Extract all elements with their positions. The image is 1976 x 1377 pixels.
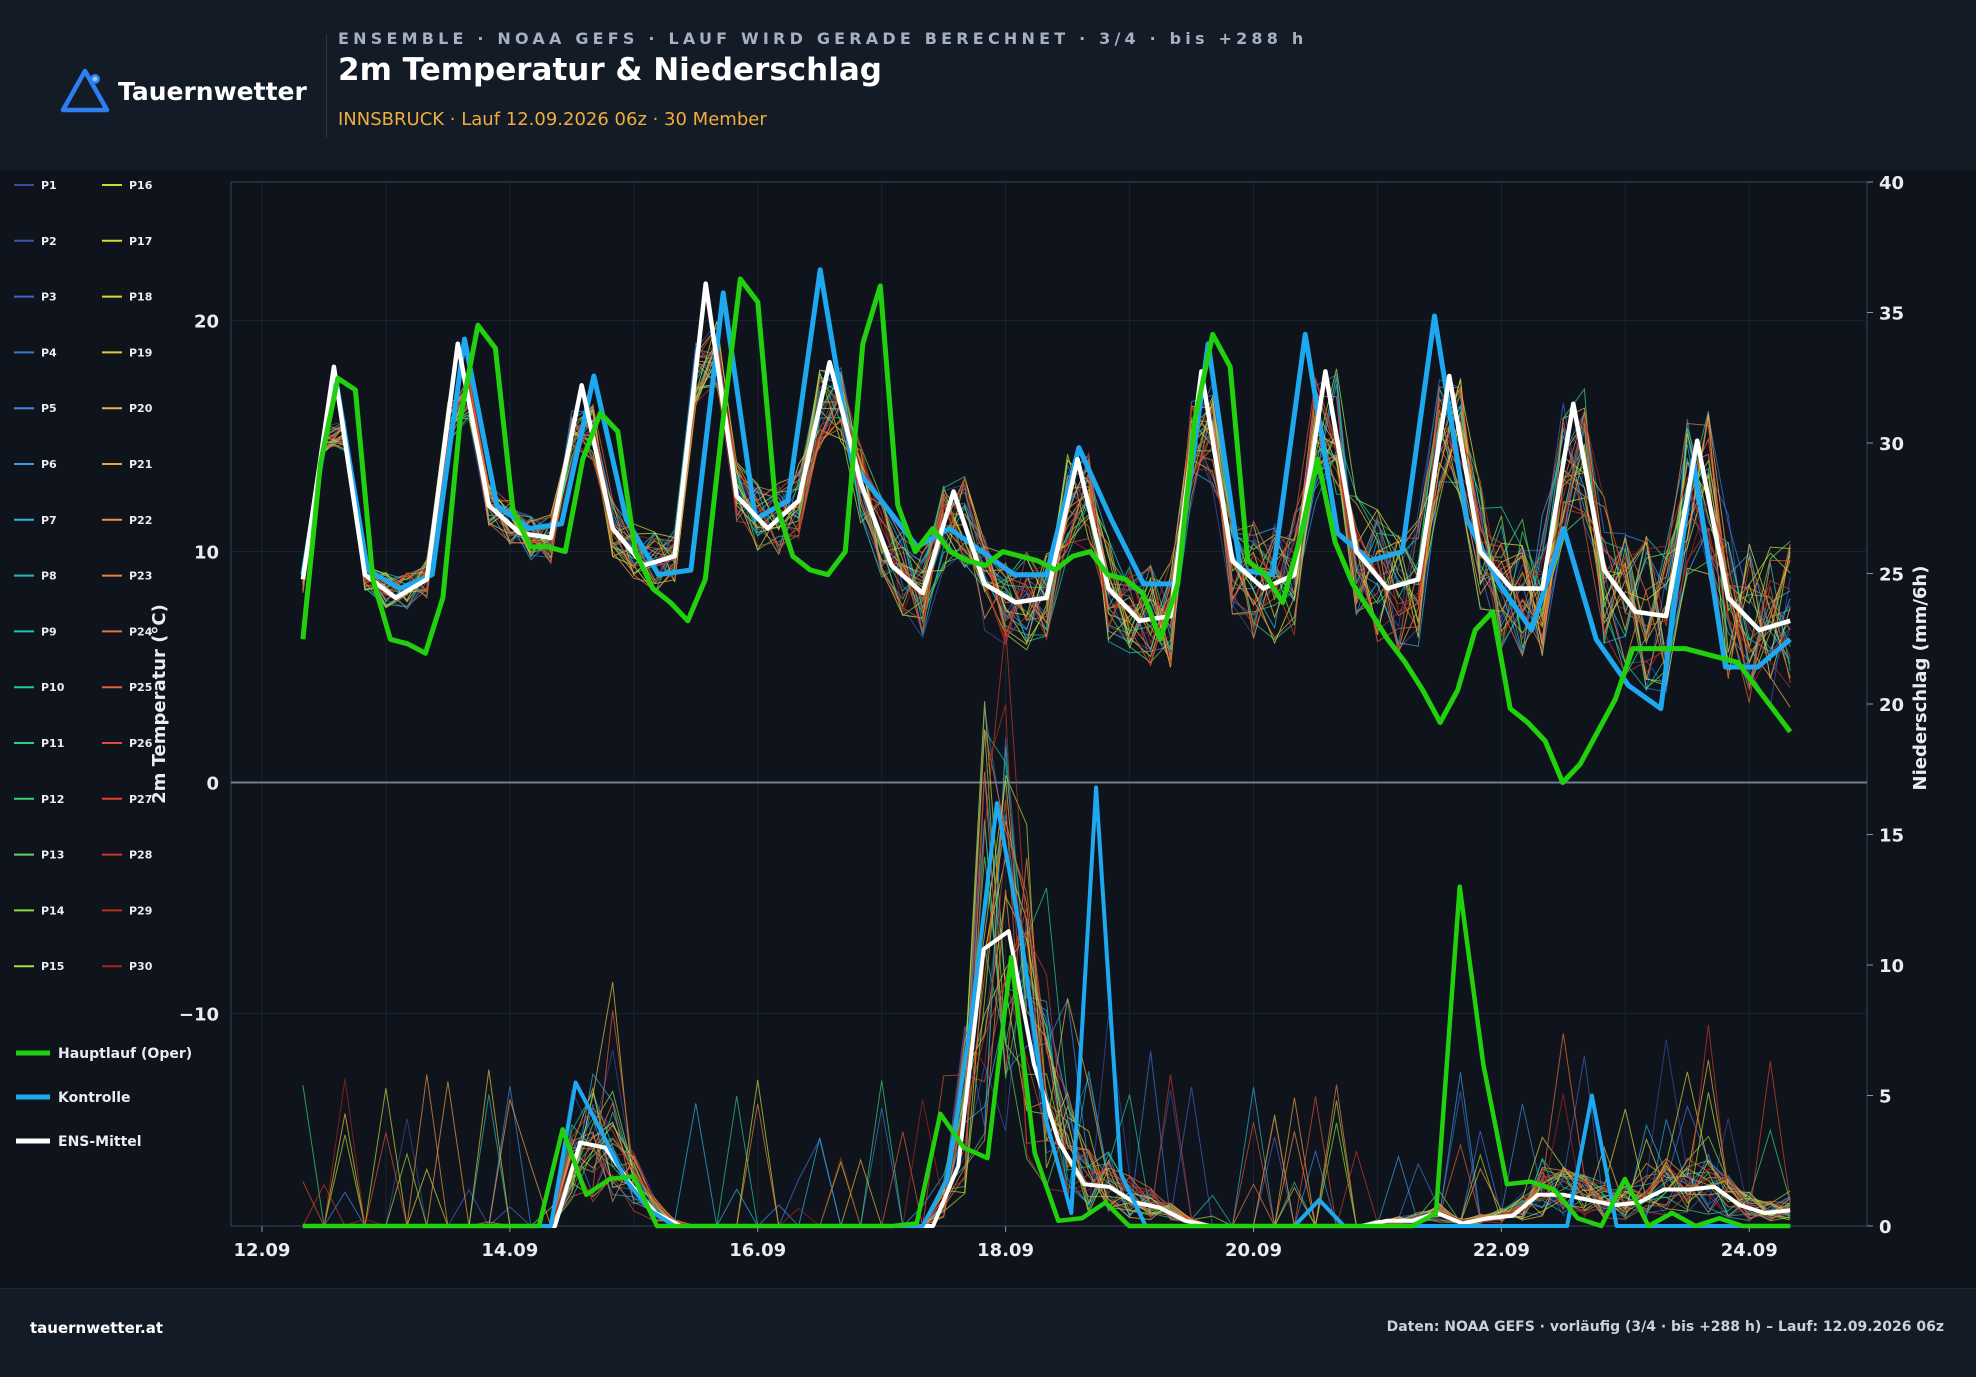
legend-mean-label[interactable]: ENS-Mittel — [58, 1134, 142, 1150]
legend-label-P16[interactable]: P16 — [129, 179, 153, 192]
right-tick-label: 25 — [1879, 565, 1904, 586]
oper-temp-line — [300, 276, 1793, 785]
member-temp-line-P24 — [302, 363, 1791, 673]
x-tick-label: 20.09 — [1225, 1240, 1282, 1261]
footer-source: Daten: NOAA GEFS · vorläufig (3/4 · bis … — [1386, 1319, 1944, 1335]
right-tick-label: 15 — [1879, 826, 1904, 847]
legend-label-P22[interactable]: P22 — [129, 514, 152, 527]
legend-label-P5[interactable]: P5 — [41, 402, 57, 415]
legend-label-P1[interactable]: P1 — [41, 179, 57, 192]
legend-label-P13[interactable]: P13 — [41, 849, 64, 862]
legend-label-P21[interactable]: P21 — [129, 458, 152, 471]
legend-label-P17[interactable]: P17 — [129, 235, 152, 248]
left-tick-label: 20 — [194, 312, 219, 333]
left-tick-label: 10 — [194, 543, 219, 564]
right-tick-label: 20 — [1879, 695, 1904, 716]
x-tick-label: 12.09 — [234, 1240, 291, 1261]
mean-temp-line — [300, 281, 1791, 633]
x-tick-label: 14.09 — [481, 1240, 538, 1261]
left-axis-title: 2m Temperatur (°C) — [149, 604, 170, 804]
x-tick-label: 16.09 — [729, 1240, 786, 1261]
right-axis-title: Niederschlag (mm/6h) — [1910, 566, 1931, 791]
legend-label-P14[interactable]: P14 — [41, 904, 65, 917]
brand-logo[interactable]: Tauernwetter — [60, 66, 307, 116]
right-tick-label: 35 — [1879, 304, 1904, 325]
run-status-kicker: ENSEMBLE · NOAA GEFS · LAUF WIRD GERADE … — [338, 29, 1308, 48]
ensemble-chart: 12.09 14.09 16.09 18.09 20.09 22.09 24.09 20 10 0… — [14, 173, 1931, 1261]
legend-control-label[interactable]: Kontrolle — [58, 1090, 131, 1106]
legend-label-P27[interactable]: P27 — [129, 793, 152, 806]
control-precip-line — [302, 785, 1791, 1228]
legend-label-P19[interactable]: P19 — [129, 346, 152, 359]
legend-label-P23[interactable]: P23 — [129, 570, 152, 583]
left-tick-label: 0 — [206, 774, 219, 795]
legend-label-P6[interactable]: P6 — [41, 458, 57, 471]
x-tick-label: 18.09 — [977, 1240, 1034, 1261]
legend-label-P2[interactable]: P2 — [41, 235, 57, 248]
legend-label-P18[interactable]: P18 — [129, 291, 152, 304]
right-tick-label: 40 — [1879, 173, 1904, 194]
legend-label-P4[interactable]: P4 — [41, 346, 57, 359]
member-temp-line-P19 — [302, 349, 1791, 679]
legend-label-P8[interactable]: P8 — [41, 570, 57, 583]
legend-label-P28[interactable]: P28 — [129, 849, 152, 862]
footer-site[interactable]: tauernwetter.at — [30, 1319, 164, 1337]
location-run-subtitle: INNSBRUCK · Lauf 12.09.2026 06z · 30 Mem… — [338, 109, 767, 130]
legend-label-P12[interactable]: P12 — [41, 793, 64, 806]
right-tick-label: 5 — [1879, 1087, 1892, 1108]
legend-label-P9[interactable]: P9 — [41, 625, 57, 638]
right-tick-label: 10 — [1879, 956, 1904, 977]
legend-label-P3[interactable]: P3 — [41, 291, 57, 304]
oper-precip-line — [302, 884, 1791, 1229]
legend-label-P30[interactable]: P30 — [129, 960, 153, 973]
legend-label-P7[interactable]: P7 — [41, 514, 57, 527]
legend-label-P11[interactable]: P11 — [41, 737, 64, 750]
left-tick-label: −10 — [179, 1005, 219, 1026]
legend-label-P26[interactable]: P26 — [129, 737, 153, 750]
legend-label-P20[interactable]: P20 — [129, 402, 153, 415]
x-tick-label: 22.09 — [1473, 1240, 1530, 1261]
right-tick-label: 0 — [1879, 1217, 1892, 1238]
legend-label-P15[interactable]: P15 — [41, 960, 64, 973]
header-divider — [326, 34, 327, 138]
footer: tauernwetter.at Daten: NOAA GEFS · vorlä… — [0, 1288, 1976, 1377]
x-tick-label: 24.09 — [1721, 1240, 1778, 1261]
legend-label-P10[interactable]: P10 — [41, 681, 65, 694]
legend-label-P24[interactable]: P24 — [129, 625, 153, 638]
page-title: 2m Temperatur & Niederschlag — [338, 52, 882, 88]
control-temp-line — [300, 267, 1792, 712]
right-tick-label: 30 — [1879, 434, 1904, 455]
legend-label-P25[interactable]: P25 — [129, 681, 152, 694]
mountain-logo-icon — [60, 68, 110, 113]
brand-name: Tauernwetter — [118, 76, 307, 106]
legend-label-P29[interactable]: P29 — [129, 904, 152, 917]
legend-oper-label[interactable]: Hauptlauf (Oper) — [58, 1046, 192, 1062]
header: Tauernwetter ENSEMBLE · NOAA GEFS · LAUF… — [0, 0, 1976, 170]
